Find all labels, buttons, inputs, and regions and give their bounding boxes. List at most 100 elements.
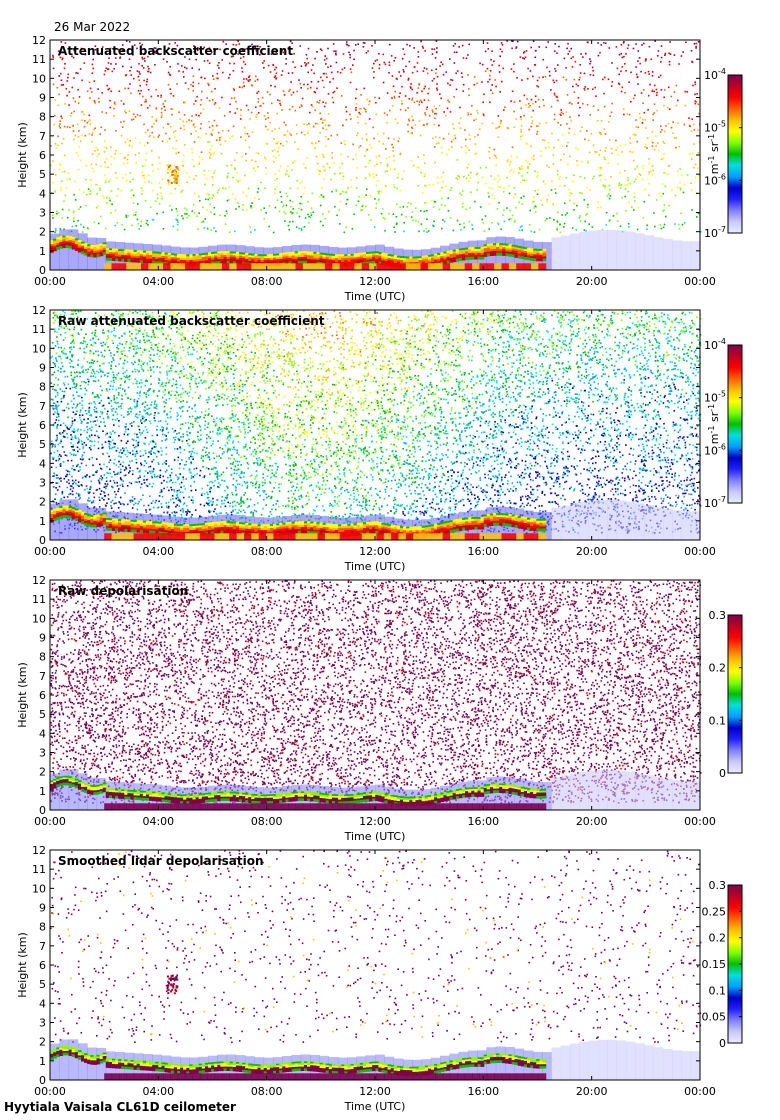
noise-point [176,208,178,210]
noise-point [311,415,313,417]
noise-point [546,67,548,69]
noise-point [606,212,608,214]
noise-point [502,315,504,317]
noise-point [191,115,193,117]
noise-point [585,214,587,216]
noise-point [325,125,327,127]
x-tick-label: 08:00 [251,275,283,288]
noise-point [548,142,550,144]
noise-point [431,502,433,504]
noise-point [404,54,406,56]
noise-point [492,195,494,197]
noise-point [667,340,669,342]
noise-point [119,91,121,93]
noise-point [289,89,291,91]
noise-point [456,177,458,179]
noise-point [100,395,102,397]
noise-point [199,161,201,163]
noise-point [439,190,441,192]
noise-point [498,115,500,117]
noise-point [349,57,351,59]
noise-point [402,58,404,60]
noise-point [400,190,402,192]
noise-point [549,217,551,219]
noise-point [109,197,111,199]
noise-point [140,225,142,227]
noise-point [121,335,123,337]
noise-point [144,406,146,408]
noise-point [684,222,686,224]
noise-point [457,70,459,72]
noise-point [248,109,250,111]
noise-point [608,79,610,81]
noise-point [603,42,605,44]
noise-point [435,57,437,59]
noise-point [387,399,389,401]
noise-point [308,341,310,343]
noise-point [228,77,230,79]
noise-point [311,214,313,216]
noise-point [446,329,448,331]
noise-point [470,177,472,179]
noise-point [694,395,696,397]
noise-point [283,340,285,342]
noise-point [365,109,367,111]
noise-point [341,95,343,97]
noise-point [470,508,472,510]
noise-point [383,217,385,219]
noise-point [531,122,533,124]
noise-point [322,213,324,215]
noise-point [515,118,517,120]
noise-point [301,228,303,230]
noise-point [394,96,396,98]
noise-point [622,57,624,59]
noise-point [68,209,70,211]
noise-point [260,209,262,211]
noise-point [106,67,108,69]
noise-point [640,438,642,440]
noise-point [254,421,256,423]
noise-point [54,115,56,117]
noise-point [495,350,497,352]
chart-title: Attenuated backscatter coefficient [58,44,293,58]
noise-point [209,156,211,158]
noise-point [615,488,617,490]
noise-point [89,82,91,84]
noise-point [397,363,399,365]
noise-point [464,466,466,468]
noise-point [646,360,648,362]
noise-point [79,348,81,350]
noise-point [385,186,387,188]
noise-point [422,46,424,48]
noise-point [283,90,285,92]
noise-point [646,228,648,230]
noise-point [533,196,535,198]
noise-point [449,101,451,103]
noise-point [407,131,409,133]
noise-point [265,167,267,169]
noise-point [237,41,239,43]
noise-point [78,130,80,132]
noise-point [498,186,500,188]
noise-point [464,227,466,229]
noise-point [661,45,663,47]
noise-point [319,171,321,173]
noise-point [600,149,602,151]
noise-point [551,133,553,135]
noise-point [553,163,555,165]
noise-point [239,86,241,88]
noise-point [403,206,405,208]
noise-point [519,350,521,352]
noise-point [604,128,606,130]
noise-point [521,79,523,81]
noise-point [549,71,551,73]
noise-point [637,60,639,62]
noise-point [313,73,315,75]
noise-point [616,345,618,347]
noise-point [289,109,291,111]
noise-point [144,330,146,332]
noise-point [233,63,235,65]
noise-point [194,212,196,214]
noise-point [226,467,228,469]
noise-point [342,178,344,180]
